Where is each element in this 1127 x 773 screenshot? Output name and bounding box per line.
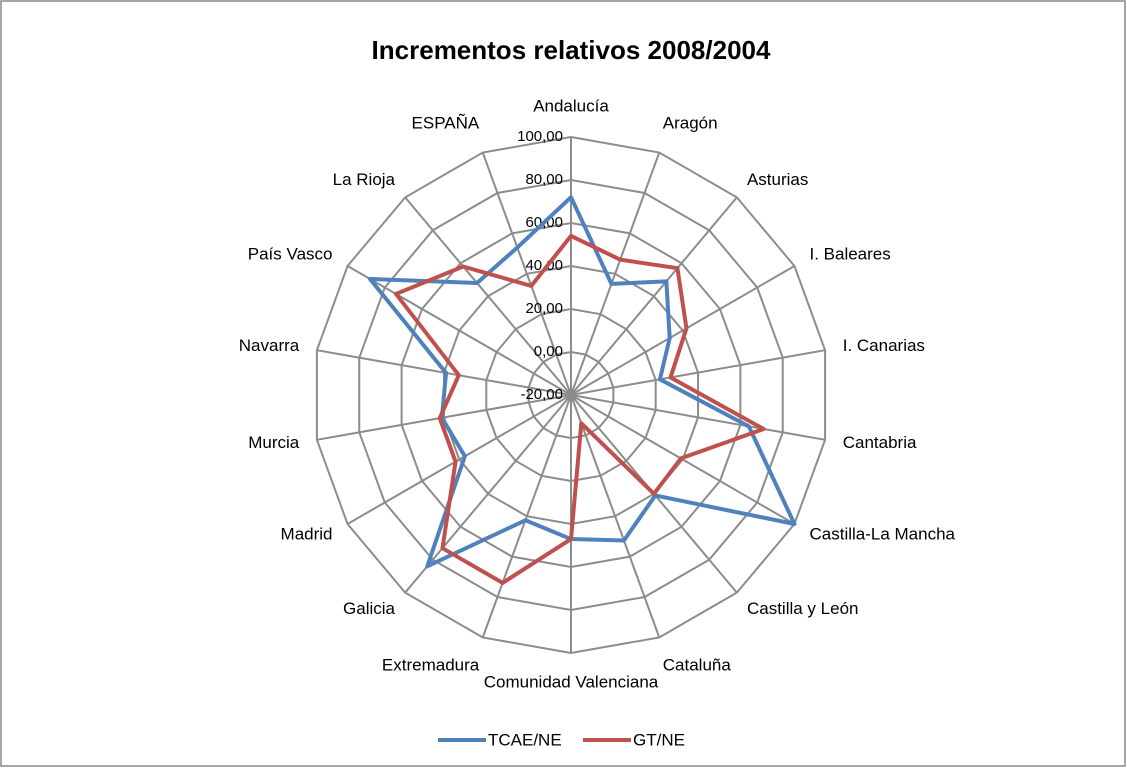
y-tick-label: 100,00	[517, 128, 563, 145]
category-label: Andalucía	[533, 96, 609, 115]
category-label: Galicia	[343, 599, 396, 618]
category-label: Aragón	[663, 113, 718, 132]
y-tick-label: 40,00	[525, 257, 563, 274]
y-tick-label: 0,00	[534, 343, 563, 360]
category-label: Asturias	[747, 170, 808, 189]
spoke	[570, 394, 826, 441]
chart-title: Incrementos relativos 2008/2004	[372, 35, 771, 65]
y-tick-label: -20,00	[520, 386, 563, 403]
category-label: Murcia	[248, 433, 300, 452]
spoke	[347, 394, 572, 525]
legend-label: GT/NE	[633, 730, 685, 749]
category-label: Cantabria	[843, 433, 917, 452]
spoke	[404, 394, 572, 594]
category-label: ESPAÑA	[412, 113, 480, 132]
spoke	[570, 394, 661, 638]
series-line	[393, 233, 766, 585]
category-label: Madrid	[281, 524, 333, 543]
category-label: Extremadura	[382, 656, 480, 675]
spoke	[570, 265, 795, 396]
y-tick-label: 20,00	[525, 300, 563, 317]
y-tick-label: 80,00	[525, 171, 563, 188]
spoke	[570, 152, 661, 396]
category-label: Castilla y León	[747, 599, 859, 618]
spoke	[316, 394, 572, 441]
spoke	[570, 196, 738, 396]
category-label: Comunidad Valenciana	[484, 672, 659, 691]
spoke	[347, 265, 572, 396]
spoke	[404, 196, 572, 396]
category-label: I. Canarias	[843, 336, 925, 355]
category-label: I. Baleares	[809, 244, 890, 263]
category-label: Castilla-La Mancha	[809, 524, 955, 543]
category-label: Cataluña	[663, 656, 732, 675]
category-label: Navarra	[239, 336, 300, 355]
category-label: La Rioja	[333, 170, 396, 189]
legend-label: TCAE/NE	[488, 730, 562, 749]
spoke	[570, 349, 826, 396]
spoke	[481, 152, 572, 396]
category-label: País Vasco	[248, 244, 333, 263]
spoke	[481, 394, 572, 638]
